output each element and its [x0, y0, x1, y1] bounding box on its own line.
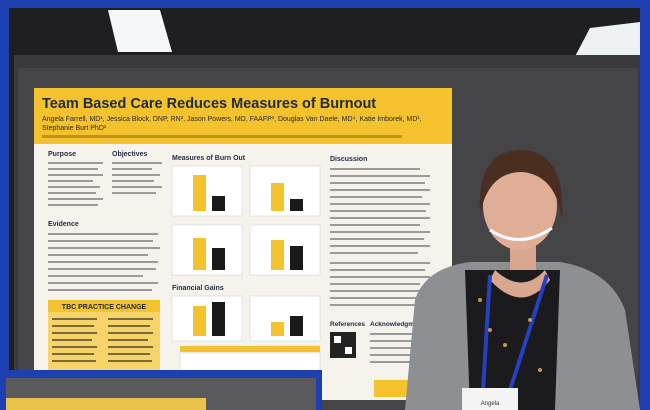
poster-header — [34, 88, 452, 144]
body-text — [48, 162, 440, 363]
blue-frame-top — [0, 0, 650, 8]
section-heading: Discussion — [330, 156, 367, 163]
ceiling-light — [108, 10, 172, 52]
section-heading: Evidence — [48, 221, 79, 228]
badge-name: Angela — [481, 401, 500, 407]
section-heading: Acknowledgments — [370, 321, 428, 328]
practice-change-header — [48, 300, 160, 312]
section-heading: Purpose — [48, 151, 76, 158]
qr-code — [334, 336, 341, 343]
affiliation-text — [42, 135, 402, 138]
blue-frame-right — [640, 0, 650, 410]
poster-title: Team Based Care Reduces Measures of Burn… — [42, 96, 376, 112]
section-heading: References — [330, 321, 365, 328]
qr-code — [330, 332, 356, 358]
poster-authors: Angela Farrell, MD¹, Jessica Block, DNP,… — [42, 116, 422, 123]
section-heading: Measures of Burn Out — [172, 155, 246, 162]
qr-code — [345, 347, 352, 354]
section-heading: Financial Gains — [172, 285, 224, 292]
foreground-poster-header — [6, 398, 206, 410]
poster-authors: Stephanie Burt PhD¹ — [42, 125, 107, 132]
body-text — [52, 318, 153, 362]
section-heading: TBC PRACTICE CHANGE — [62, 304, 147, 311]
person — [405, 150, 640, 410]
blue-frame-left — [0, 0, 9, 410]
section-heading: Objectives — [112, 151, 148, 158]
name-badge — [462, 388, 518, 410]
